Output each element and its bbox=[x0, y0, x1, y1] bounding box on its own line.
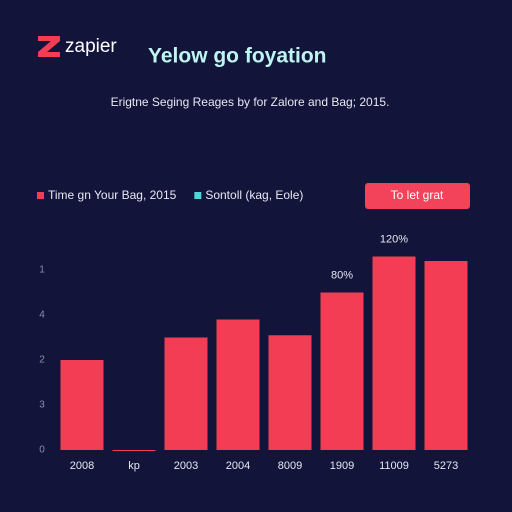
bar bbox=[424, 261, 468, 450]
y-tick-label: 1 bbox=[39, 265, 45, 276]
x-tick-label: 2003 bbox=[174, 460, 198, 472]
button-label[interactable]: To let grat bbox=[391, 188, 444, 202]
x-tick-label: 2004 bbox=[226, 460, 250, 472]
bar bbox=[320, 292, 364, 450]
logo-icon bbox=[38, 36, 60, 57]
chart-title: Yelow go foyation bbox=[148, 45, 327, 68]
bar bbox=[268, 335, 312, 450]
legend-swatch bbox=[37, 192, 44, 199]
y-tick-label: 4 bbox=[39, 310, 45, 321]
legend-swatch bbox=[194, 192, 202, 199]
button[interactable] bbox=[365, 183, 470, 209]
y-tick-label: 3 bbox=[39, 400, 45, 411]
chart-subtitle: Erigtne Seging Reages by for Zalore and … bbox=[111, 95, 390, 109]
x-tick-label: 1909 bbox=[330, 460, 354, 472]
annotation: 80% bbox=[331, 269, 353, 281]
y-tick-label: 0 bbox=[39, 445, 45, 456]
bar bbox=[216, 319, 260, 450]
bar bbox=[372, 256, 416, 450]
annotation: 120% bbox=[380, 233, 408, 245]
bar bbox=[112, 450, 156, 451]
y-tick-label: 2 bbox=[39, 355, 45, 366]
bar bbox=[60, 360, 104, 450]
x-tick-label: 8009 bbox=[278, 460, 302, 472]
bar bbox=[164, 337, 208, 450]
legend-label: Sontoll (kag, Eole) bbox=[205, 188, 303, 202]
x-tick-label: 2008 bbox=[70, 460, 94, 472]
legend-label: Time gn Your Bag, 2015 bbox=[48, 188, 177, 202]
x-tick-label: kp bbox=[128, 460, 140, 472]
x-tick-label: 5273 bbox=[434, 460, 458, 472]
logo-text: zapier bbox=[65, 36, 117, 57]
x-tick-label: 11009 bbox=[379, 460, 409, 472]
